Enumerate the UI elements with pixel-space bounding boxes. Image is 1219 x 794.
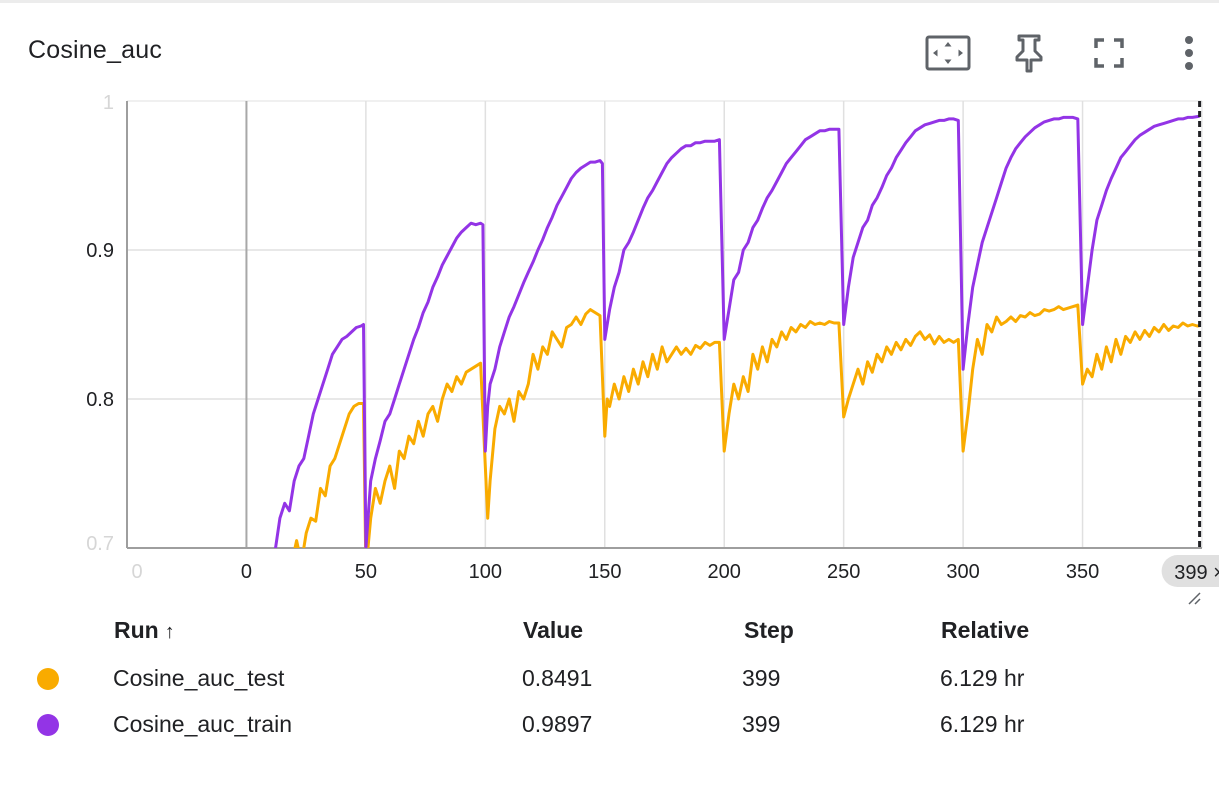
- pin-button[interactable]: [1006, 30, 1052, 76]
- y-edge-label-top: 1: [103, 95, 114, 114]
- run-step: 399: [742, 711, 781, 737]
- series-color-dot: [37, 668, 59, 690]
- x-tick-label: 50: [355, 561, 377, 583]
- run-column-header[interactable]: Run ↑: [114, 617, 175, 644]
- x-tick-label: 0: [241, 561, 252, 583]
- more-options-button[interactable]: [1166, 30, 1212, 76]
- fit-domain-button[interactable]: [925, 30, 971, 76]
- card-title: Cosine_auc: [28, 36, 163, 64]
- run-name: Cosine_auc_test: [113, 665, 285, 691]
- pin-icon: [1014, 33, 1044, 73]
- run-relative: 6.129 hr: [940, 665, 1025, 691]
- resize-handle-icon[interactable]: [1186, 590, 1202, 606]
- value-column-header[interactable]: Value: [523, 617, 584, 643]
- run-value: 0.9897: [522, 711, 593, 737]
- step-cursor-chip[interactable]: [1161, 555, 1219, 587]
- step-column-header[interactable]: Step: [744, 617, 794, 643]
- run-value: 0.8491: [522, 665, 593, 691]
- y-tick-label: 0.8: [86, 389, 114, 411]
- run-step: 399: [742, 665, 781, 691]
- run-relative: 6.129 hr: [940, 711, 1025, 737]
- y-edge-label-bottom: 0.7: [86, 533, 114, 555]
- relative-column-header[interactable]: Relative: [941, 617, 1030, 643]
- run-header-label: Run: [114, 617, 159, 643]
- x-edge-label-left: 0: [131, 561, 142, 583]
- series-line-cosine-auc-train: [274, 114, 1200, 548]
- run-name: Cosine_auc_train: [113, 711, 293, 737]
- step-cursor-label: 399 ×: [1174, 562, 1219, 584]
- x-tick-label: 100: [469, 561, 502, 583]
- x-tick-label: 200: [708, 561, 741, 583]
- fullscreen-icon: [1094, 38, 1124, 68]
- card-top-border: [0, 0, 1219, 3]
- sort-ascending-icon: ↑: [164, 621, 175, 643]
- series-color-dot: [37, 714, 59, 736]
- x-tick-label: 300: [946, 561, 979, 583]
- x-tick-label: 350: [1066, 561, 1099, 583]
- fullscreen-button[interactable]: [1086, 30, 1132, 76]
- y-tick-label: 0.9: [86, 240, 114, 262]
- series-line-cosine-auc-test: [293, 303, 1200, 548]
- x-tick-label: 150: [588, 561, 621, 583]
- x-tick-label: 250: [827, 561, 860, 583]
- fit-domain-icon: [925, 35, 971, 71]
- more-vert-icon: [1184, 35, 1194, 71]
